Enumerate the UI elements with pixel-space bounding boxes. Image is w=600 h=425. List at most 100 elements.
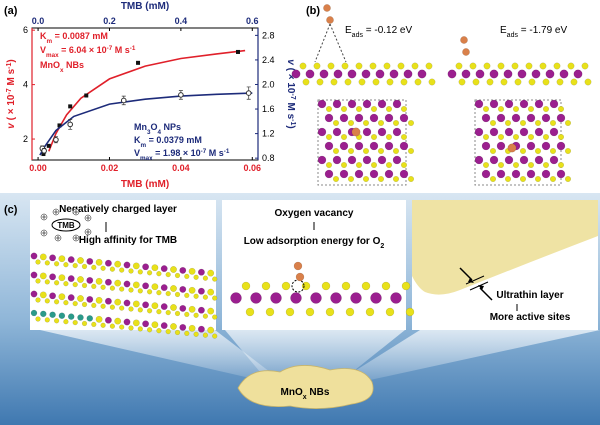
atom (344, 78, 352, 86)
y2-axis-label: v ( × 10-7 M s-1) (285, 59, 297, 128)
box-text: More active sites (490, 312, 571, 323)
atom (500, 78, 508, 86)
text-piece: = 6.04 × 10 (59, 45, 107, 55)
atom (543, 133, 550, 140)
atom (193, 312, 199, 318)
atom (44, 298, 50, 304)
energy-label: Eads = -1.79 eV (500, 25, 567, 39)
cell (317, 99, 407, 186)
atom (543, 105, 550, 112)
atom (285, 307, 295, 317)
atom (49, 292, 56, 300)
text-piece: NPs (161, 122, 181, 132)
atom (386, 105, 393, 112)
text-piece: NBs (64, 60, 85, 70)
text-piece: v (6, 122, 17, 129)
atom (505, 175, 512, 182)
atom (558, 161, 565, 168)
atom (202, 313, 209, 319)
atom (156, 290, 162, 296)
atom (408, 147, 415, 154)
text-piece: M s (285, 100, 296, 120)
atom (526, 141, 536, 151)
text-piece: x (303, 394, 307, 401)
point (41, 147, 47, 154)
atom (100, 322, 106, 328)
atom (77, 314, 84, 321)
sheet (412, 200, 598, 295)
panel-label: (c) (4, 204, 18, 216)
atom (323, 4, 331, 12)
point (67, 121, 74, 128)
atom (174, 291, 181, 298)
atom (324, 113, 334, 123)
atom (553, 62, 561, 70)
atom (281, 281, 291, 291)
atom (362, 155, 372, 165)
y2-tick-label: 2.0 (262, 79, 275, 89)
atom (549, 155, 559, 165)
atom (123, 299, 131, 307)
atom (483, 105, 490, 112)
text-piece: V (134, 148, 140, 158)
point (178, 92, 184, 98)
atom (332, 99, 342, 109)
atom (496, 113, 506, 123)
atom (81, 282, 88, 289)
atom (549, 99, 559, 109)
atom (165, 329, 171, 335)
text-piece: NBs (307, 387, 330, 398)
atom (365, 307, 375, 317)
y2-tick-label: 1.6 (262, 104, 275, 114)
atom (490, 119, 497, 126)
atom (535, 147, 542, 154)
atom (30, 252, 38, 260)
atom (489, 69, 499, 79)
atom (39, 253, 47, 261)
atom (174, 310, 181, 317)
atom (411, 62, 419, 70)
atom (386, 161, 393, 168)
atom (151, 321, 159, 329)
y-tick-label: 4 (23, 80, 28, 90)
atom (95, 277, 103, 285)
atom (541, 113, 551, 123)
atom (414, 78, 422, 86)
atom (188, 324, 196, 332)
atom (584, 78, 592, 86)
atom (193, 331, 199, 337)
atom (474, 155, 484, 165)
atom (541, 141, 551, 151)
vacancy (291, 279, 305, 293)
text-piece: = 0.0379 mM (146, 135, 202, 145)
atom (333, 147, 340, 154)
atom (511, 169, 521, 179)
atom (156, 309, 162, 315)
text-piece: -1 (130, 45, 136, 52)
atom (77, 257, 84, 264)
atom (447, 69, 457, 79)
y2-tick-label: 0.8 (262, 153, 275, 163)
atom (109, 323, 116, 329)
atom (109, 285, 116, 291)
atom (384, 113, 394, 123)
atom (517, 69, 527, 79)
atom (403, 69, 413, 79)
atom (581, 62, 589, 70)
atom (483, 133, 490, 140)
atom (386, 133, 393, 140)
atom (301, 281, 311, 291)
charge (42, 215, 46, 219)
atom (520, 119, 527, 126)
atom (339, 141, 349, 151)
atom (165, 291, 171, 297)
point (41, 152, 46, 157)
text-piece: ads (507, 32, 519, 39)
atom (123, 318, 131, 326)
atom (332, 127, 342, 137)
atom (137, 326, 143, 332)
atom (541, 169, 551, 179)
atom (371, 133, 378, 140)
atom (358, 78, 366, 86)
